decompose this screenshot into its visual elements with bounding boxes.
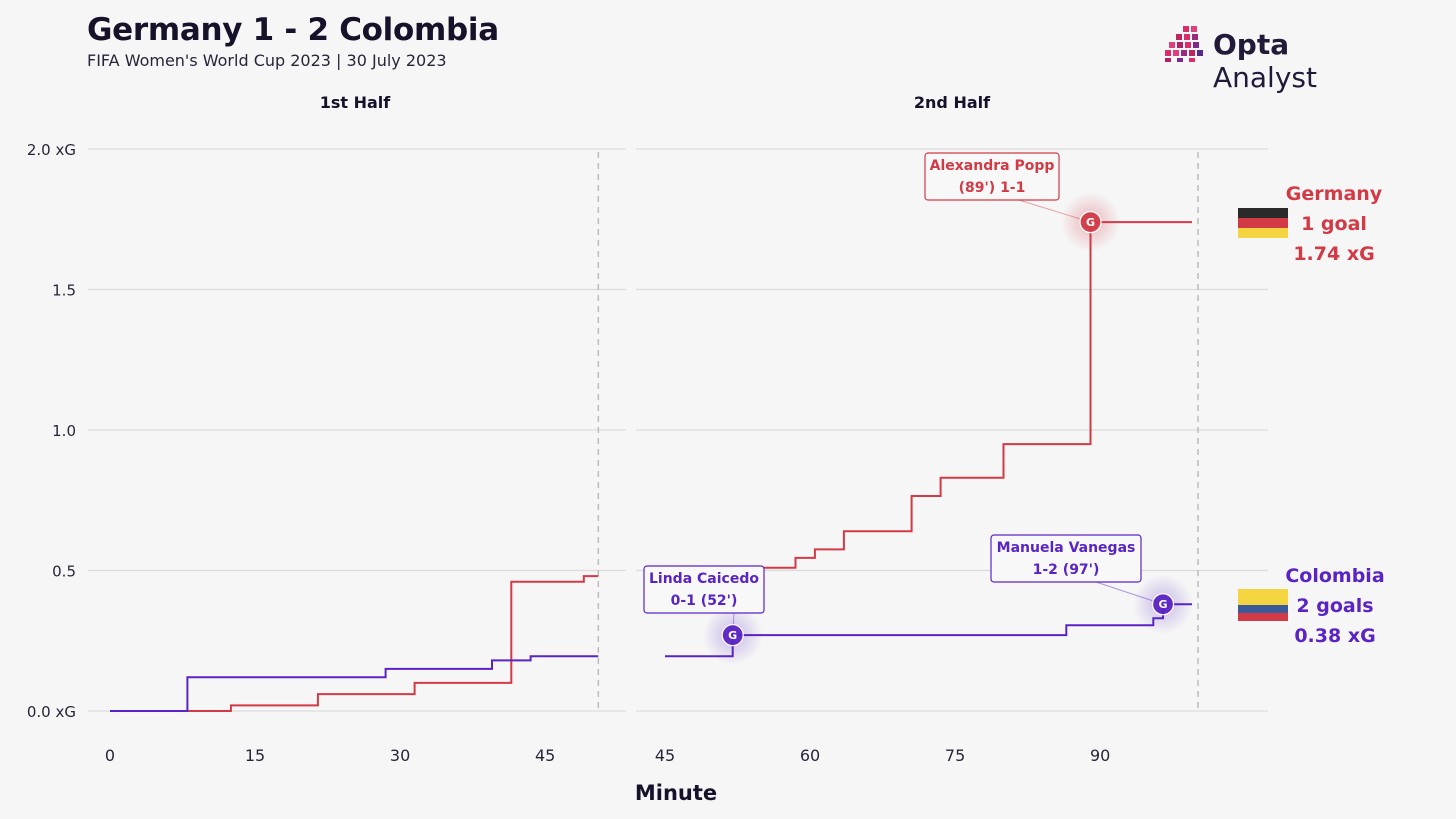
series-line-colombia <box>110 655 599 712</box>
panel-title: 2nd Half <box>914 93 991 112</box>
goal-marker <box>1079 210 1102 234</box>
x-tick-label: 0 <box>105 746 115 765</box>
panel-title: 1st Half <box>320 93 392 112</box>
y-tick-label: 2.0 xG <box>27 141 76 159</box>
x-tick-label: 30 <box>390 746 410 765</box>
annotation-player: Alexandra Popp <box>930 158 1055 174</box>
goal-marker <box>1151 593 1175 616</box>
x-tick-label: 75 <box>945 746 965 765</box>
opta-analyst-logo: Opta Analyst <box>1163 24 1393 94</box>
goal-marker <box>721 623 744 647</box>
colombia-flag-stripe <box>1238 589 1288 605</box>
team-label-xg: 1.74 xG <box>1293 243 1374 265</box>
x-tick-label: 90 <box>1090 746 1110 765</box>
chart-subtitle: FIFA Women's World Cup 2023 | 30 July 20… <box>87 51 447 70</box>
y-tick-label: 0.5 <box>52 563 76 581</box>
team-label-name: Germany <box>1286 183 1383 205</box>
germany-flag-stripe <box>1238 228 1288 238</box>
germany-flag-stripe <box>1238 218 1288 228</box>
logo-text: Opta Analyst <box>1213 28 1317 94</box>
x-tick-label: 15 <box>245 746 265 765</box>
y-tick-label: 1.5 <box>52 282 76 300</box>
annotation-player: Linda Caicedo <box>649 571 759 587</box>
annotation-box <box>990 534 1142 583</box>
y-tick-label: 0.0 xG <box>27 703 76 721</box>
annotation-player: Manuela Vanegas <box>997 540 1136 556</box>
goal-marker-label: G <box>728 629 737 642</box>
colombia-flag-stripe <box>1238 605 1288 613</box>
opta-logo-icon <box>1165 26 1203 62</box>
germany-flag-stripe <box>1238 208 1288 218</box>
team-label-name: Colombia <box>1285 565 1384 587</box>
team-label-goals: 1 goal <box>1301 213 1367 235</box>
series-line-germany <box>694 221 1192 569</box>
annotation-score: 1-2 (97') <box>1033 562 1100 578</box>
x-tick-label: 45 <box>535 746 555 765</box>
goal-marker-label: G <box>1086 216 1095 229</box>
y-tick-label: 1.0 <box>52 422 76 440</box>
annotation-score: (89') 1-1 <box>959 180 1026 196</box>
x-axis-label: Minute <box>635 781 717 805</box>
goal-marker-label: G <box>1158 598 1167 611</box>
team-label-xg: 0.38 xG <box>1294 625 1375 647</box>
x-tick-label: 60 <box>800 746 820 765</box>
annotation-box <box>643 565 765 614</box>
chart-title: Germany 1 - 2 Colombia <box>87 12 499 48</box>
team-label-goals: 2 goals <box>1296 595 1373 617</box>
annotation-score: 0-1 (52') <box>671 593 738 609</box>
annotation-box <box>924 152 1060 201</box>
colombia-flag-stripe <box>1238 613 1288 621</box>
x-tick-label: 45 <box>655 746 675 765</box>
series-line-germany <box>110 575 599 712</box>
